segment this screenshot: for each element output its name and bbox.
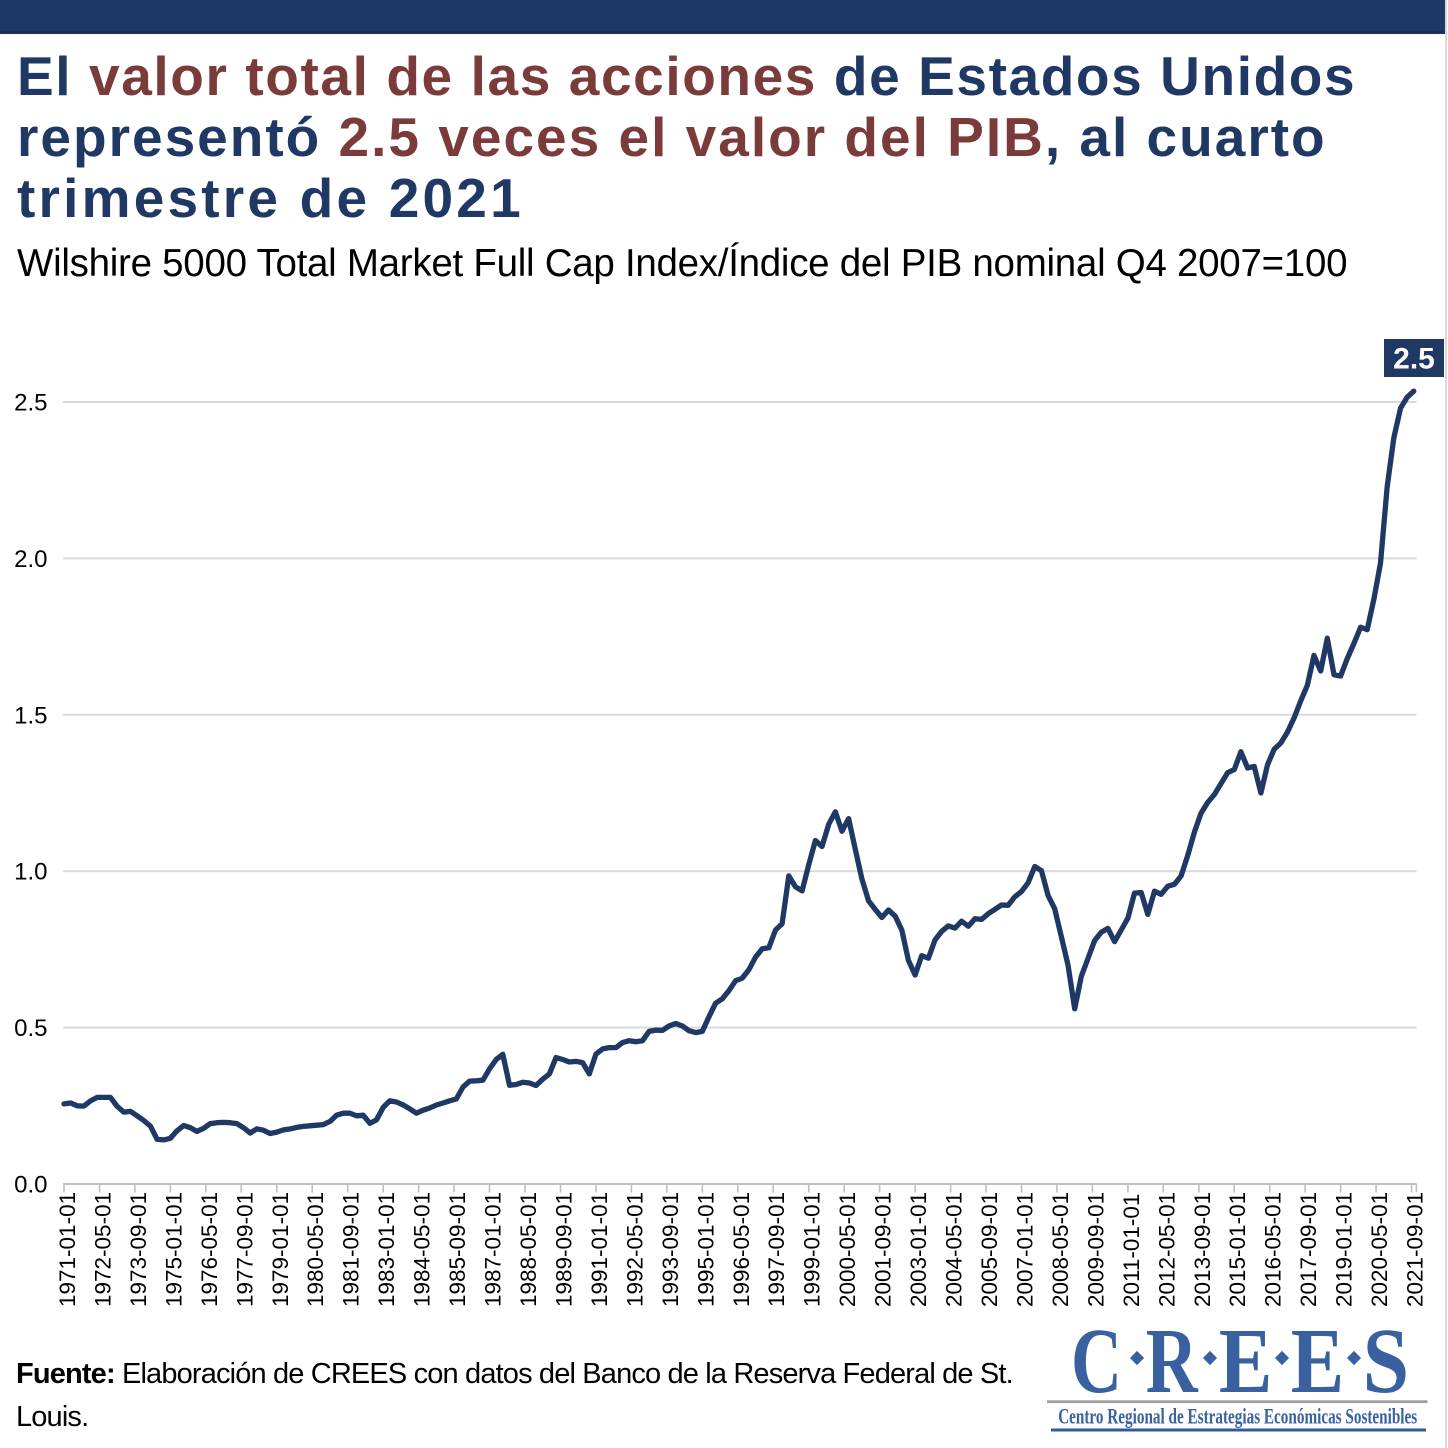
svg-text:2017-09-01: 2017-09-01: [1296, 1192, 1321, 1307]
svg-text:2007-01-01: 2007-01-01: [1013, 1192, 1038, 1307]
svg-text:Centro Regional de Estrategias: Centro Regional de Estrategias Económica…: [1058, 1404, 1417, 1429]
svg-text:0.5: 0.5: [14, 1015, 47, 1042]
svg-text:2.0: 2.0: [14, 546, 47, 573]
svg-text:2019-01-01: 2019-01-01: [1332, 1192, 1357, 1307]
svg-text:1988-05-01: 1988-05-01: [516, 1192, 541, 1307]
svg-text:1975-01-01: 1975-01-01: [161, 1192, 186, 1307]
svg-text:1980-05-01: 1980-05-01: [303, 1192, 328, 1307]
svg-text:R: R: [1146, 1318, 1199, 1413]
svg-text:2016-05-01: 2016-05-01: [1261, 1192, 1286, 1307]
svg-text:1.5: 1.5: [14, 702, 47, 729]
svg-text:2005-09-01: 2005-09-01: [977, 1192, 1002, 1307]
svg-text:2013-09-01: 2013-09-01: [1190, 1192, 1215, 1307]
svg-text:2003-01-01: 2003-01-01: [906, 1192, 931, 1307]
svg-text:2.5: 2.5: [14, 390, 47, 417]
svg-text:E: E: [1219, 1318, 1273, 1413]
svg-text:1971-01-01: 1971-01-01: [55, 1192, 80, 1307]
svg-text:1.0: 1.0: [14, 859, 47, 886]
svg-text:1984-05-01: 1984-05-01: [410, 1192, 435, 1307]
svg-text:1995-01-01: 1995-01-01: [693, 1192, 718, 1307]
svg-text:2021-09-01: 2021-09-01: [1403, 1192, 1428, 1307]
svg-text:2015-01-01: 2015-01-01: [1225, 1192, 1250, 1307]
svg-text:S: S: [1363, 1318, 1410, 1413]
svg-text:1983-01-01: 1983-01-01: [374, 1192, 399, 1307]
svg-text:2009-09-01: 2009-09-01: [1083, 1192, 1108, 1307]
svg-text:1991-01-01: 1991-01-01: [587, 1192, 612, 1307]
svg-text:E: E: [1291, 1318, 1345, 1413]
svg-text:1997-09-01: 1997-09-01: [764, 1192, 789, 1307]
svg-text:1992-05-01: 1992-05-01: [622, 1192, 647, 1307]
svg-text:2012-05-01: 2012-05-01: [1154, 1192, 1179, 1307]
svg-text:2020-05-01: 2020-05-01: [1367, 1192, 1392, 1307]
svg-text:1973-09-01: 1973-09-01: [126, 1192, 151, 1307]
svg-text:2004-05-01: 2004-05-01: [942, 1192, 967, 1307]
svg-text:2000-05-01: 2000-05-01: [835, 1192, 860, 1307]
svg-text:1999-01-01: 1999-01-01: [800, 1192, 825, 1307]
svg-text:2011-01-01: 2011-01-01: [1119, 1194, 1144, 1307]
svg-text:1979-01-01: 1979-01-01: [268, 1192, 293, 1307]
svg-text:1989-09-01: 1989-09-01: [552, 1192, 577, 1307]
svg-text:2.5: 2.5: [1393, 343, 1435, 376]
svg-text:1977-09-01: 1977-09-01: [232, 1192, 257, 1307]
svg-text:1993-09-01: 1993-09-01: [658, 1192, 683, 1307]
svg-text:2008-05-01: 2008-05-01: [1048, 1192, 1073, 1307]
svg-text:0.0: 0.0: [14, 1172, 47, 1199]
svg-text:1972-05-01: 1972-05-01: [91, 1192, 116, 1307]
svg-text:1976-05-01: 1976-05-01: [197, 1192, 222, 1307]
svg-text:1996-05-01: 1996-05-01: [729, 1192, 754, 1307]
svg-text:2001-09-01: 2001-09-01: [871, 1192, 896, 1307]
svg-text:1981-09-01: 1981-09-01: [339, 1192, 364, 1307]
svg-text:C: C: [1071, 1318, 1122, 1413]
svg-text:1987-01-01: 1987-01-01: [481, 1192, 506, 1307]
svg-text:1985-09-01: 1985-09-01: [445, 1192, 470, 1307]
